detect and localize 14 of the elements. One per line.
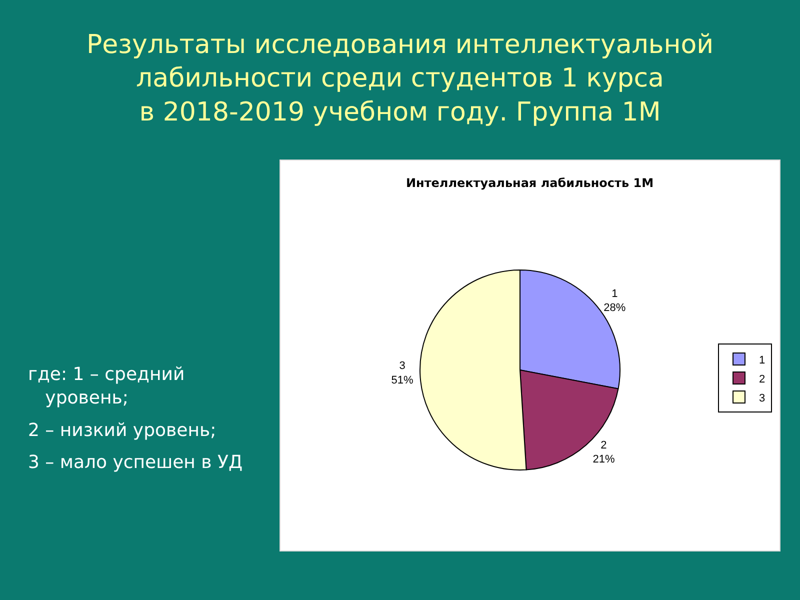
slice-label: 1 <box>612 288 618 300</box>
text: где: 1 – средний уровень; <box>28 364 185 408</box>
chart-title: Результаты исследования интеллектуальной лабильности среди студентов 1 курса в 2018-2019 учебном году. Группа 1М <box>86 30 714 128</box>
chart-subtitle: Интеллектуальная лабильность 1М <box>406 176 654 190</box>
slice-label: 3 <box>399 360 406 372</box>
legend-label: 1 <box>759 354 766 366</box>
slice-label: 2 <box>600 439 607 452</box>
data-label: 51% <box>391 374 414 386</box>
data-label: 21% <box>592 454 615 466</box>
text: 2 – низкий уровень; <box>28 420 216 441</box>
data-label: 28% <box>604 302 626 314</box>
text: 3 – мало успешен в УД <box>28 452 243 473</box>
legend-label: 2 <box>759 373 766 386</box>
legend-label: 3 <box>759 392 766 404</box>
